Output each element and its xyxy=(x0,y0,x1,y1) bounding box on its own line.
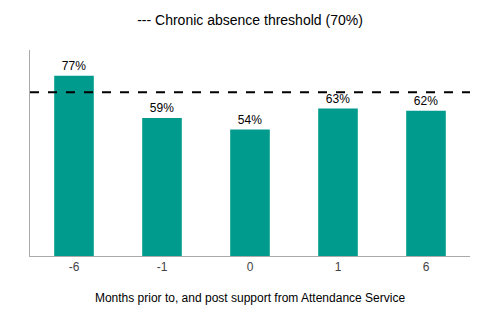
svg-text:0: 0 xyxy=(247,260,254,274)
svg-text:77%: 77% xyxy=(62,59,86,73)
svg-text:Months prior to, and post supp: Months prior to, and post support from A… xyxy=(95,291,405,305)
svg-text:62%: 62% xyxy=(414,94,438,108)
svg-text:-6: -6 xyxy=(69,260,80,274)
svg-text:--- Chronic absence threshold: --- Chronic absence threshold (70%) xyxy=(137,12,363,28)
svg-text:1: 1 xyxy=(335,260,342,274)
svg-text:6: 6 xyxy=(423,260,430,274)
svg-text:54%: 54% xyxy=(238,113,262,127)
svg-text:63%: 63% xyxy=(326,92,350,106)
svg-text:59%: 59% xyxy=(150,101,174,115)
svg-text:-1: -1 xyxy=(157,260,168,274)
